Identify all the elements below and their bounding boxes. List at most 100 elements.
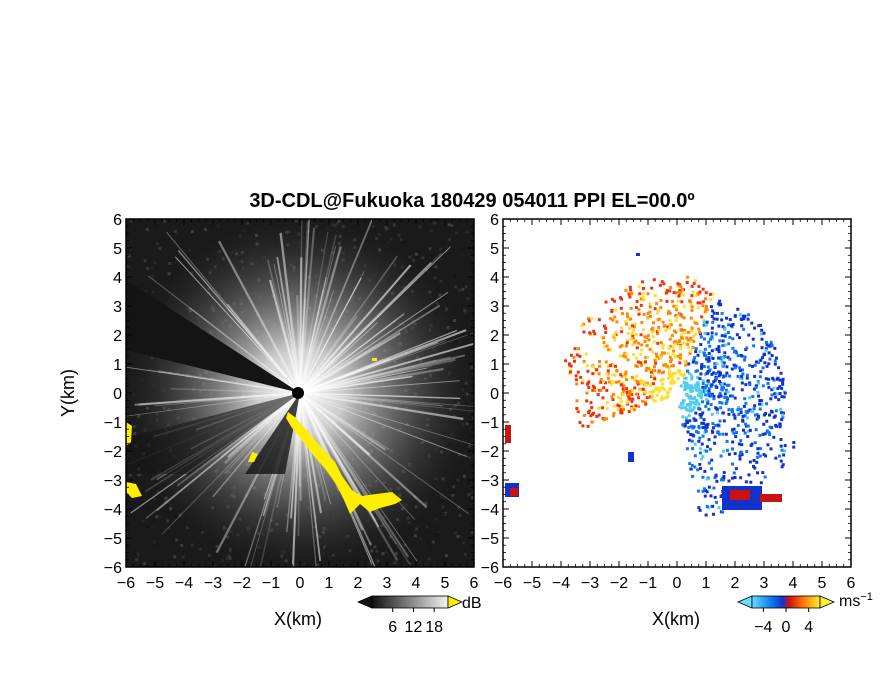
velocity-cell [751, 410, 755, 414]
velocity-cell [638, 292, 642, 296]
velocity-cell [661, 320, 665, 324]
noise-cell [165, 540, 169, 544]
velocity-cell [690, 305, 694, 309]
velocity-cell [705, 425, 709, 429]
velocity-cell [752, 458, 756, 462]
velocity-cell [685, 281, 689, 285]
velocity-cell [628, 390, 632, 394]
velocity-cell [669, 360, 673, 364]
y-tick-label: 3 [490, 299, 499, 316]
velocity-cell [646, 292, 650, 296]
velocity-cell [722, 386, 726, 390]
velocity-cell [626, 339, 630, 343]
noise-cell [155, 515, 159, 519]
velocity-cell [746, 317, 750, 321]
velocity-cell [645, 336, 649, 340]
velocity-cell [703, 373, 707, 377]
velocity-cell [629, 337, 633, 341]
velocity-cell [750, 364, 754, 368]
velocity-cell [651, 372, 655, 376]
velocity-cell [733, 452, 737, 456]
velocity-cell [569, 368, 573, 372]
velocity-cell [688, 388, 692, 392]
velocity-cell [683, 359, 687, 363]
velocity-cell [690, 294, 694, 298]
velocity-cell [654, 361, 658, 365]
velocity-cell [740, 388, 744, 392]
velocity-cell [743, 414, 747, 418]
velocity-cell [694, 293, 698, 297]
velocity-edge-echo [505, 425, 511, 443]
velocity-cell [676, 282, 680, 286]
radial-streak [299, 277, 327, 394]
noise-cell [146, 525, 150, 529]
velocity-cell [748, 460, 752, 464]
noise-cell [173, 254, 177, 258]
noise-cell [150, 266, 154, 270]
velocity-cell [689, 400, 693, 404]
velocity-cell [770, 393, 774, 397]
velocity-cell [681, 423, 685, 427]
velocity-cell [672, 371, 676, 375]
velocity-cell [593, 389, 597, 393]
velocity-cell [705, 384, 709, 388]
radial-streak [299, 392, 411, 566]
velocity-cell [683, 331, 687, 335]
velocity-cell [699, 394, 703, 398]
velocity-cell [662, 282, 666, 286]
velocity-cell [672, 304, 676, 308]
colorbar-velocity-gradient [751, 595, 821, 609]
noise-cell [445, 554, 449, 558]
velocity-cell [595, 415, 599, 419]
noise-cell [453, 285, 457, 289]
velocity-cell [630, 331, 634, 335]
reflectivity-panel: −6 −5 −4 −3 −2 −1 0 1 2 3 4 5 6 6 5 4 3 2 1 0 −1 −2 −3 −4 −5 −6 Y… [58, 212, 479, 629]
velocity-cell [748, 381, 752, 385]
velocity-cell [616, 408, 620, 412]
velocity-cell [728, 335, 732, 339]
velocity-cell [718, 391, 722, 395]
velocity-cell [699, 343, 703, 347]
velocity-cell [738, 369, 742, 373]
noise-cell [425, 525, 429, 529]
velocity-cell [639, 333, 643, 337]
velocity-cell [744, 348, 748, 352]
velocity-cell [663, 363, 667, 367]
velocity-cell [731, 428, 735, 432]
velocity-cell [751, 337, 755, 341]
velocity-cell [745, 416, 749, 420]
velocity-cell [610, 395, 614, 399]
velocity-cell [683, 424, 687, 428]
velocity-cell [568, 370, 572, 374]
noise-cell [447, 238, 451, 242]
velocity-cell [687, 396, 691, 400]
velocity-cell [700, 366, 704, 370]
radial-streak [170, 388, 301, 394]
radial-streak [299, 392, 410, 558]
noise-cell [439, 279, 443, 283]
yellow-echo-areas [126, 358, 402, 514]
velocity-cell [765, 419, 769, 423]
velocity-cell [702, 390, 706, 394]
velocity-cell [585, 391, 589, 395]
velocity-cell [721, 356, 725, 360]
noise-cell [157, 515, 161, 519]
velocity-cell [684, 407, 688, 411]
velocity-cell [703, 310, 707, 314]
velocity-cell [664, 395, 668, 399]
velocity-cell [674, 342, 678, 346]
velocity-cell [597, 318, 601, 322]
velocity-cell [778, 391, 782, 395]
noise-cell [156, 544, 160, 548]
velocity-cell [680, 292, 684, 296]
velocity-cell [710, 372, 714, 376]
radial-streak [227, 392, 301, 458]
velocity-cell [619, 306, 623, 310]
velocity-cell [739, 354, 743, 358]
velocity-cell [779, 438, 783, 442]
velocity-cell [685, 336, 689, 340]
velocity-cell [680, 315, 684, 319]
y-axis-label: Y(km) [58, 369, 78, 417]
noise-cell [207, 553, 211, 557]
velocity-cell [698, 330, 702, 334]
